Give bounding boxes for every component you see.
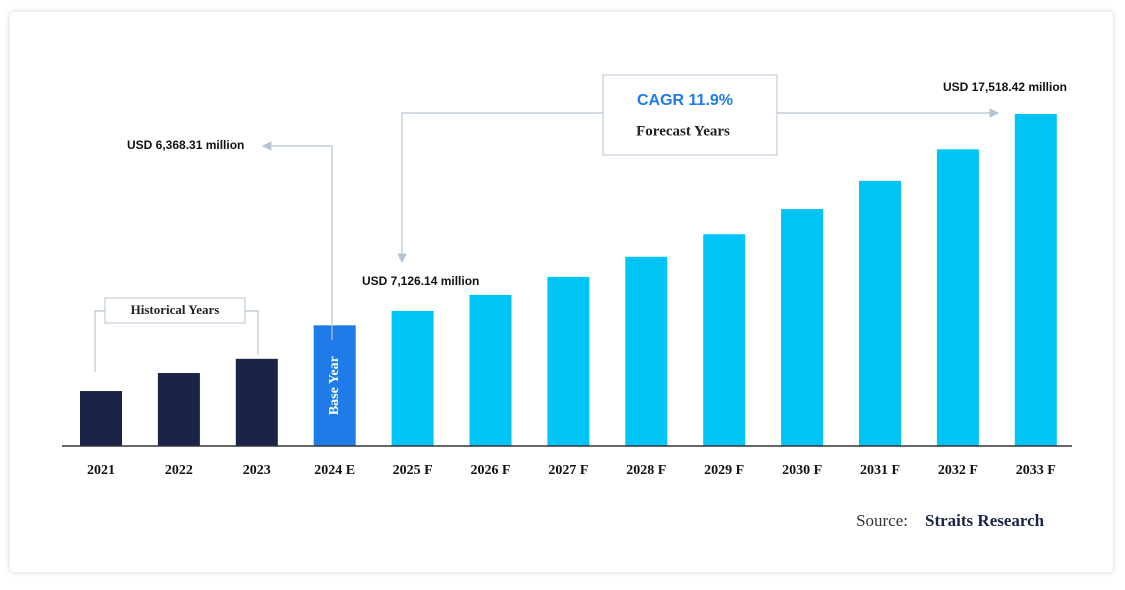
x-tick-label: 2032 F [938, 463, 978, 478]
historical-label: Historical Years [131, 302, 220, 317]
bar [547, 276, 590, 446]
x-tick-label: 2023 [243, 463, 271, 478]
bar [391, 310, 434, 446]
bar [625, 256, 668, 446]
bar [313, 325, 356, 446]
bar [235, 358, 278, 446]
x-tick-label: 2026 F [470, 463, 510, 478]
value-label: USD 6,368.31 million [127, 138, 244, 152]
source-name: Straits Research [925, 511, 1045, 530]
x-tick-label: 2025 F [393, 463, 433, 478]
base-year-label: Base Year [327, 356, 342, 415]
value-label: USD 17,518.42 million [943, 80, 1067, 94]
bar [469, 294, 512, 446]
historical-box [104, 297, 246, 324]
source-label: Source: [856, 511, 908, 530]
bar [936, 149, 979, 446]
forecast-label: Forecast Years [636, 123, 730, 139]
cagr-label: CAGR 11.9% [637, 92, 733, 109]
bar [703, 234, 746, 446]
bars [80, 114, 1057, 446]
forecast-arrow-left [397, 112, 603, 264]
cagr-box [602, 74, 778, 156]
bar [781, 209, 824, 446]
bar [80, 391, 122, 446]
value-label: USD 7,126.14 million [362, 274, 479, 288]
x-tick-label: 2027 F [548, 463, 588, 478]
x-tick-label: 2028 F [626, 463, 666, 478]
x-tick-label: 2024 E [314, 463, 355, 478]
bar [859, 180, 901, 446]
x-tick-label: 2021 [87, 463, 115, 478]
base-arrow [261, 141, 333, 340]
x-tick-label: 2022 [165, 463, 193, 478]
historical-bracket [94, 310, 259, 372]
bar [157, 373, 200, 446]
x-tick-label: 2033 F [1016, 463, 1056, 478]
x-tick-label: 2029 F [704, 463, 744, 478]
x-tick-label: 2030 F [782, 463, 822, 478]
x-tick-label: 2031 F [860, 463, 900, 478]
bar [1014, 114, 1057, 446]
